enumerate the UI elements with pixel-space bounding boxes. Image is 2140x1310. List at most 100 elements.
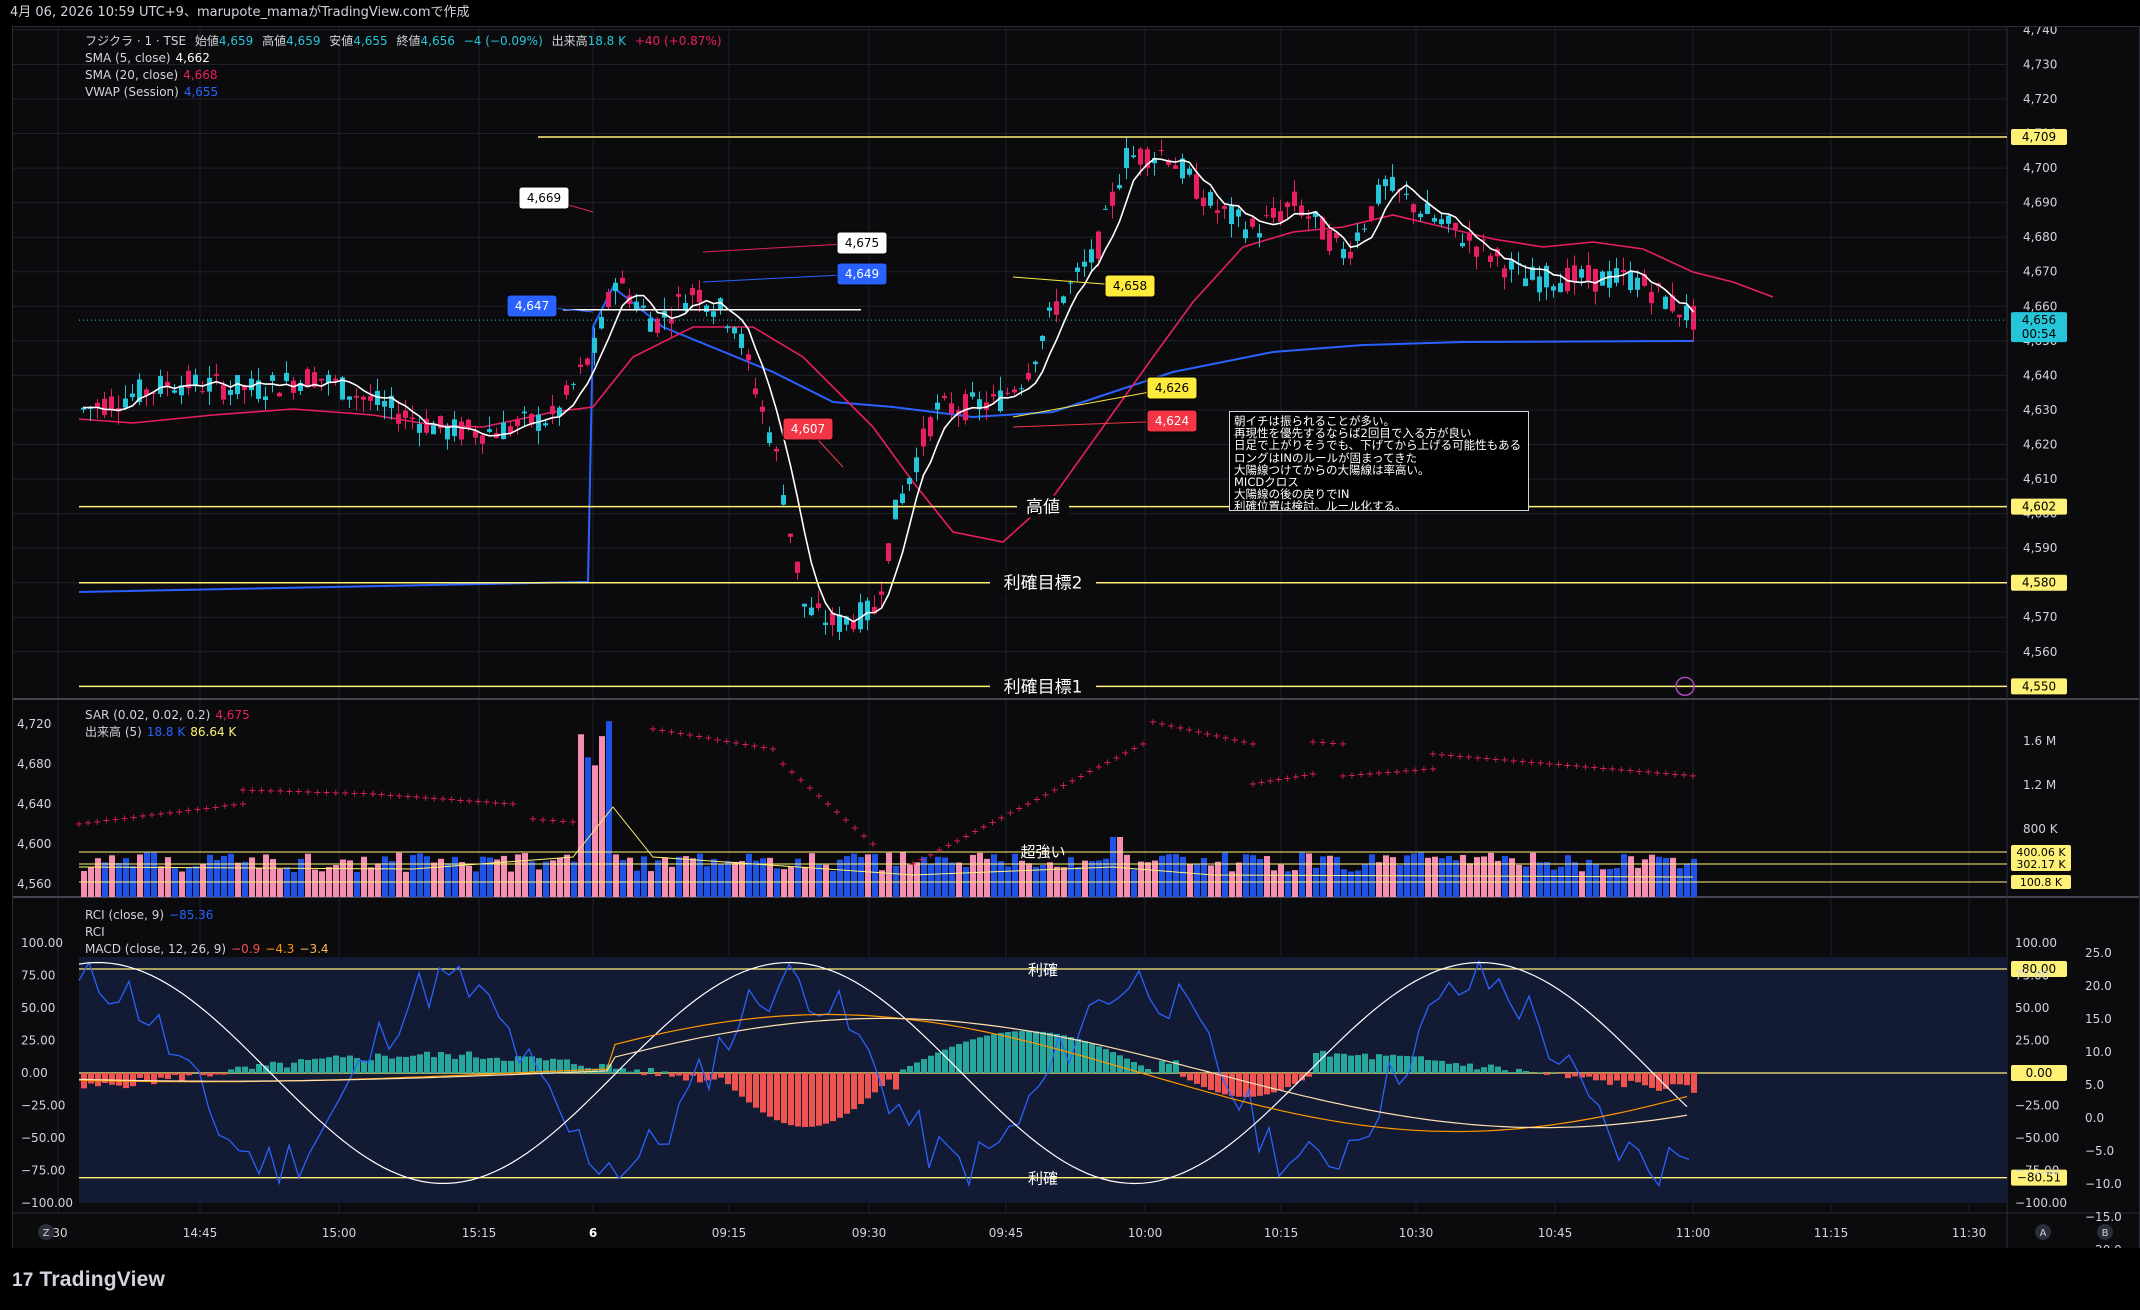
candle-body [907,478,912,485]
sar-dot: + [1024,799,1032,810]
sar-dot: + [1033,794,1041,805]
legend-vol5[interactable]: 出来高 (5) [85,725,142,739]
macd-hist-bar [1327,1056,1333,1073]
osc-label-bottom: 利確 [1028,1170,1058,1188]
alert-icon [1675,676,1695,697]
sar-dot: + [1420,765,1428,776]
volume-bar [1600,869,1606,897]
volume-bar [1551,869,1557,897]
candle-body [193,374,198,386]
macd-hist-bar [116,1073,122,1086]
legend-volume-change: +40 (+0.87%) [634,34,722,48]
sar-dot: + [1492,754,1500,765]
strategy-note[interactable]: 朝イチは振られることが多い。 再現性を優先するならば2回目で入る方が良い 日足で… [1229,411,1529,511]
legend-rci[interactable]: RCI (close, 9) [85,908,165,922]
macd-hist-bar [1509,1071,1515,1073]
macd-hist-bar [298,1059,304,1073]
candle-body [452,419,457,437]
volume-bar [1684,863,1690,897]
macd-hist-bar [879,1073,885,1087]
sar-dot: + [1077,771,1085,782]
volume-bar [1096,860,1102,897]
volume-bar [1229,871,1235,897]
candle-body [1341,249,1346,259]
sar-dot: + [211,802,219,813]
sar-left-tick: 4,680 [17,757,51,771]
sar-dot: + [529,814,537,825]
sar-dot: + [1249,739,1257,750]
macd-hist-bar [1117,1055,1123,1073]
macd-hist-bar [872,1073,878,1093]
sar-dot: + [980,822,988,833]
volume-badge [2011,875,2071,889]
price-tick: 4,740 [2023,27,2057,37]
legend-symbol[interactable]: フジクラ · 1 · TSE [85,34,187,48]
legend-rci2[interactable]: RCI [85,925,105,939]
candle-body [557,407,562,417]
macd-hist-bar [1481,1067,1487,1073]
legend-vwap[interactable]: VWAP (Session) [85,85,179,99]
volume-bar [1607,869,1613,897]
candle-body [1369,206,1374,220]
sar-dot: + [1429,764,1437,775]
volume-bar [1208,865,1214,897]
macd-hist-bar [788,1073,794,1126]
chart-canvas[interactable]: 4,7404,7304,7204,7104,7004,6904,6804,670… [13,27,2139,1249]
macd-hist-bar [1313,1052,1319,1073]
legend-sma5[interactable]: SMA (5, close) [85,51,171,65]
volume-bar [837,859,843,897]
macd-hist-bar [1236,1073,1242,1097]
price-badge-label: 4,602 [2022,500,2056,514]
macd-right-tick: −10.0 [2085,1177,2122,1191]
sar-dot: + [1068,776,1076,787]
osc-right-tick: 75.00 [2015,969,2049,983]
candle-body [578,364,583,367]
macd-hist-bar [571,1064,577,1073]
callout-box [518,186,570,210]
sar-dot: + [1653,768,1661,779]
macd-hist-bar [578,1065,584,1073]
candle-body [1082,261,1087,267]
macd-hist-bar [921,1059,927,1073]
volume-bar [1439,858,1445,897]
volume-bar [809,853,815,897]
candle-body [1138,148,1143,165]
legend-macd[interactable]: MACD (close, 12, 26, 9) [85,942,227,956]
volume-bar [116,862,122,897]
chart-frame[interactable]: 4,7404,7304,7204,7104,7004,6904,6804,670… [12,26,2140,1250]
macd-hist-bar [865,1073,871,1099]
legend-high: 4,659 [286,34,321,48]
candle-body [1173,165,1178,169]
callout-label: 4,624 [1155,414,1189,428]
candle-body [1222,206,1227,209]
macd-hist-bar [88,1073,94,1084]
candle-body [1530,266,1535,280]
candle-body [501,422,506,440]
volume-bar [921,857,927,897]
volume-bar [886,852,892,897]
macd-hist-bar [585,1068,591,1073]
candle-body [1558,283,1563,293]
macd-hist-bar [683,1073,689,1081]
volume-bar [270,859,276,897]
osc-badge-label: −80.51 [2017,1171,2061,1185]
price-tick: 4,690 [2023,196,2057,210]
sar-dot: + [1590,763,1598,774]
macd-hist-bar [1453,1063,1459,1073]
macd-hist-bar [732,1073,738,1091]
candles [81,136,1696,641]
legend-high-label: 高値 [262,34,287,48]
macd-hist-bar [452,1058,458,1073]
macd-hist-bar [284,1067,290,1073]
macd-hist-bar [676,1073,682,1076]
candle-body [1670,295,1675,312]
legend-sma20[interactable]: SMA (20, close) [85,68,179,82]
sar-dot: + [350,788,358,799]
candle-body [361,396,366,400]
legend-sar[interactable]: SAR (0.02, 0.02, 0.2) [85,708,211,722]
candle-body [1593,268,1598,292]
tradingview-logo[interactable]: 17 TradingView [12,1268,165,1292]
macd-hist-bar [1404,1056,1410,1073]
candle-body [872,606,877,614]
